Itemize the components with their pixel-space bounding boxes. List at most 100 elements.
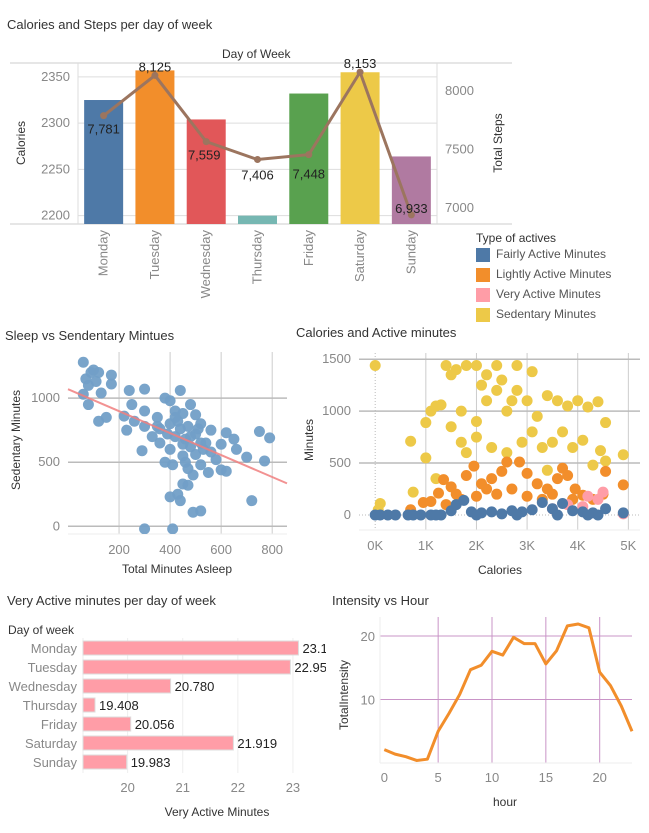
- scatter-point-lightly: [551, 473, 563, 485]
- x-tick-label: 23: [286, 780, 300, 795]
- scatter-point-fairly: [536, 496, 548, 508]
- scatter-point-sedentary: [587, 459, 599, 471]
- scatter-point: [167, 459, 179, 471]
- scatter-point-sedentary: [541, 390, 553, 402]
- scatter-point-fairly: [551, 509, 563, 521]
- legend-item-lightly[interactable]: Lightly Active Minutes: [476, 267, 611, 282]
- scatter-point-fairly: [592, 509, 604, 521]
- x-axis-label: Total Minutes Asleep: [122, 562, 232, 576]
- scatter-point: [174, 495, 186, 507]
- x-axis-label: Very Active Minutes: [165, 805, 270, 819]
- scatter-point: [93, 367, 105, 379]
- scatter-point-lightly: [491, 488, 503, 500]
- scatter-point: [174, 384, 186, 396]
- y-tick-label: Thursday: [23, 698, 78, 713]
- y-tick-label: Tuesday: [28, 660, 78, 675]
- bar-sunday: [82, 754, 128, 770]
- scatter-point-fairly: [486, 506, 498, 518]
- x-tick-label: 600: [210, 542, 232, 557]
- scatter-point-fairly: [496, 508, 508, 520]
- scatter-point-sedentary: [600, 417, 612, 429]
- bar-thursday: [82, 697, 96, 713]
- scatter-point: [264, 432, 276, 444]
- scatter-point-lightly: [501, 456, 513, 468]
- legend-item-very[interactable]: Very Active Minutes: [476, 287, 601, 302]
- scatter-point-fairly: [470, 509, 482, 521]
- bar-value-label: 20.056: [135, 717, 175, 732]
- scatter-point-sedentary: [546, 436, 558, 448]
- legend-item-fairly[interactable]: Fairly Active Minutes: [476, 247, 606, 262]
- scatter-point-sedentary: [420, 417, 432, 429]
- scatter-point: [126, 399, 138, 411]
- x-tick-label: 0K: [367, 538, 383, 553]
- scatter-point-sedentary: [470, 416, 482, 428]
- scatter-point: [182, 420, 194, 432]
- chart4-title: Very Active minutes per day of week: [7, 593, 216, 608]
- scatter-point-sedentary: [374, 498, 386, 510]
- scatter-point-sedentary: [420, 452, 432, 464]
- scatter-point-lightly: [496, 465, 508, 477]
- scatter-point: [182, 479, 194, 491]
- scatter-point-sedentary: [460, 447, 472, 459]
- scatter-point: [82, 399, 94, 411]
- scatter-point-fairly: [389, 509, 401, 521]
- scatter-point-lightly: [432, 487, 444, 499]
- scatter-point: [177, 438, 189, 450]
- y-axis-label: Calories: [14, 121, 28, 165]
- scatter-point-fairly: [600, 503, 612, 515]
- scatter-point-fairly: [557, 498, 569, 510]
- scatter-point: [187, 469, 199, 481]
- steps-data-label: 8,153: [344, 56, 377, 71]
- scatter-point-fairly: [617, 507, 629, 519]
- scatter-point: [136, 445, 148, 457]
- scatter-point: [185, 399, 197, 411]
- bar-wednesday: [186, 119, 226, 224]
- chart4-ylabel: Day of week: [8, 623, 75, 637]
- steps-point: [254, 156, 261, 164]
- scatter-point: [246, 495, 258, 507]
- y-tick-label: Friday: [41, 717, 78, 732]
- steps-data-label: 7,406: [241, 168, 274, 183]
- scatter-point-sedentary: [516, 436, 528, 448]
- y-axis-label: TotalIntensity: [337, 660, 351, 730]
- scatter-point-sedentary: [572, 395, 584, 407]
- scatter-point-sedentary: [531, 410, 543, 422]
- x-tick-label: Saturday: [352, 230, 367, 283]
- scatter-point-sedentary: [481, 369, 493, 381]
- scatter-point-fairly: [582, 509, 594, 521]
- x-tick-label: Thursday: [250, 230, 265, 285]
- scatter-point-lightly: [521, 490, 533, 502]
- bar-monday: [84, 100, 124, 224]
- scatter-point-lightly: [486, 473, 498, 485]
- scatter-point-lightly: [562, 469, 574, 481]
- scatter-point: [192, 423, 204, 435]
- scatter-point-sedentary: [526, 366, 538, 378]
- bar-saturday: [340, 72, 380, 225]
- x-tick-label: Sunday: [403, 230, 418, 275]
- y-tick-label: 2300: [41, 115, 70, 130]
- scatter-point-sedentary: [405, 435, 417, 447]
- y-tick-label: 2350: [41, 69, 70, 84]
- scatter-point-fairly: [415, 509, 427, 521]
- points-group: [77, 356, 276, 534]
- x-tick-label: 1K: [418, 538, 434, 553]
- x-tick-label: 200: [108, 542, 130, 557]
- scatter-point: [164, 443, 176, 455]
- bar-tuesday: [135, 70, 175, 224]
- scatter-point: [139, 523, 151, 534]
- steps-point: [305, 151, 313, 159]
- x-tick-label: 20: [120, 780, 134, 795]
- steps-data-label: 7,448: [293, 167, 326, 182]
- x-tick-label: Tuesday: [147, 230, 162, 280]
- scatter-point-sedentary: [592, 396, 604, 408]
- legend-item-sedentary[interactable]: Sedentary Minutes: [476, 307, 596, 322]
- scatter-point-lightly: [546, 488, 558, 500]
- scatter-point-fairly: [430, 509, 442, 521]
- legend-swatch: [476, 247, 490, 262]
- scatter-point: [105, 369, 117, 381]
- bar-monday: [82, 640, 299, 656]
- scatter-point: [179, 456, 191, 468]
- scatter-point-lightly: [460, 469, 472, 481]
- y-right-tick-label: 8000: [445, 83, 474, 98]
- bar-value-label: 21.919: [237, 736, 277, 751]
